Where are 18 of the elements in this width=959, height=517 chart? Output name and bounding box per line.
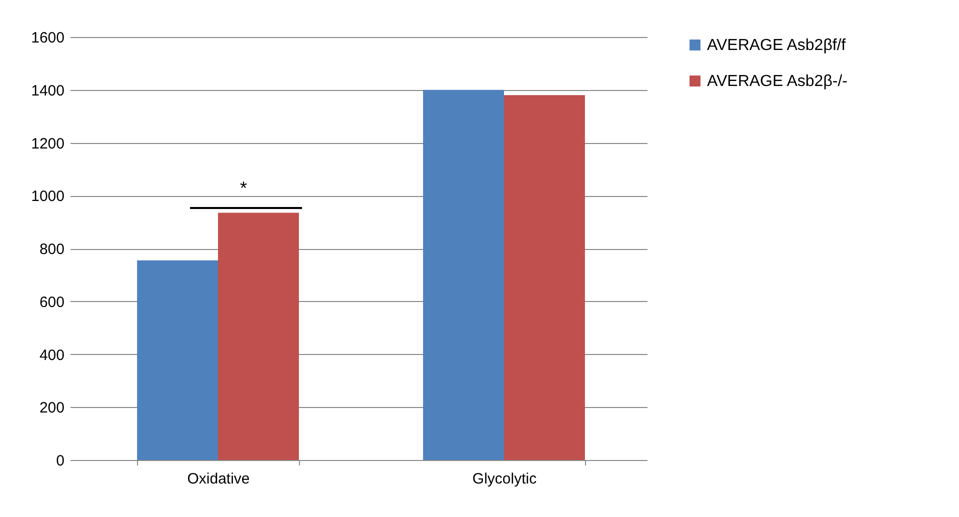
bar xyxy=(218,212,299,460)
legend-label: AVERAGE Asb2βf/f xyxy=(707,37,846,54)
y-tick-label: 400 xyxy=(39,346,64,364)
y-tick-label: 1400 xyxy=(31,82,64,100)
y-tick-label: 200 xyxy=(39,400,64,417)
legend-label: AVERAGE Asb2β-/- xyxy=(707,73,848,90)
bar xyxy=(423,90,504,460)
y-tick-label: 0 xyxy=(56,452,64,470)
y-tick-label: 600 xyxy=(39,294,64,311)
bar xyxy=(137,260,218,460)
y-tick-label: 1200 xyxy=(31,135,64,152)
x-tick-label: Oxidative xyxy=(187,470,250,488)
y-tick-label: 1000 xyxy=(31,188,64,206)
y-tick-label: 800 xyxy=(39,241,64,258)
bar xyxy=(504,95,585,460)
annotation: * xyxy=(240,178,248,199)
y-tick-label: 1600 xyxy=(31,30,64,46)
x-tick-label: Glycolytic xyxy=(472,470,538,488)
